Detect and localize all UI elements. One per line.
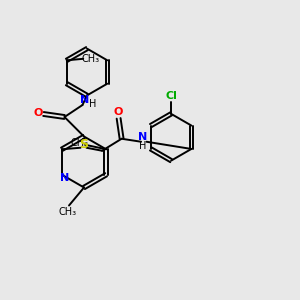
Text: O: O bbox=[33, 107, 43, 118]
Text: N: N bbox=[60, 173, 70, 183]
Text: CH₃: CH₃ bbox=[82, 54, 100, 64]
Text: CH₃: CH₃ bbox=[70, 138, 89, 148]
Text: S: S bbox=[79, 138, 88, 151]
Text: Cl: Cl bbox=[165, 91, 177, 101]
Text: O: O bbox=[114, 107, 123, 117]
Text: H: H bbox=[139, 141, 147, 151]
Text: N: N bbox=[80, 95, 89, 105]
Text: CH₃: CH₃ bbox=[58, 206, 76, 217]
Text: N: N bbox=[138, 132, 148, 142]
Text: H: H bbox=[89, 99, 96, 109]
